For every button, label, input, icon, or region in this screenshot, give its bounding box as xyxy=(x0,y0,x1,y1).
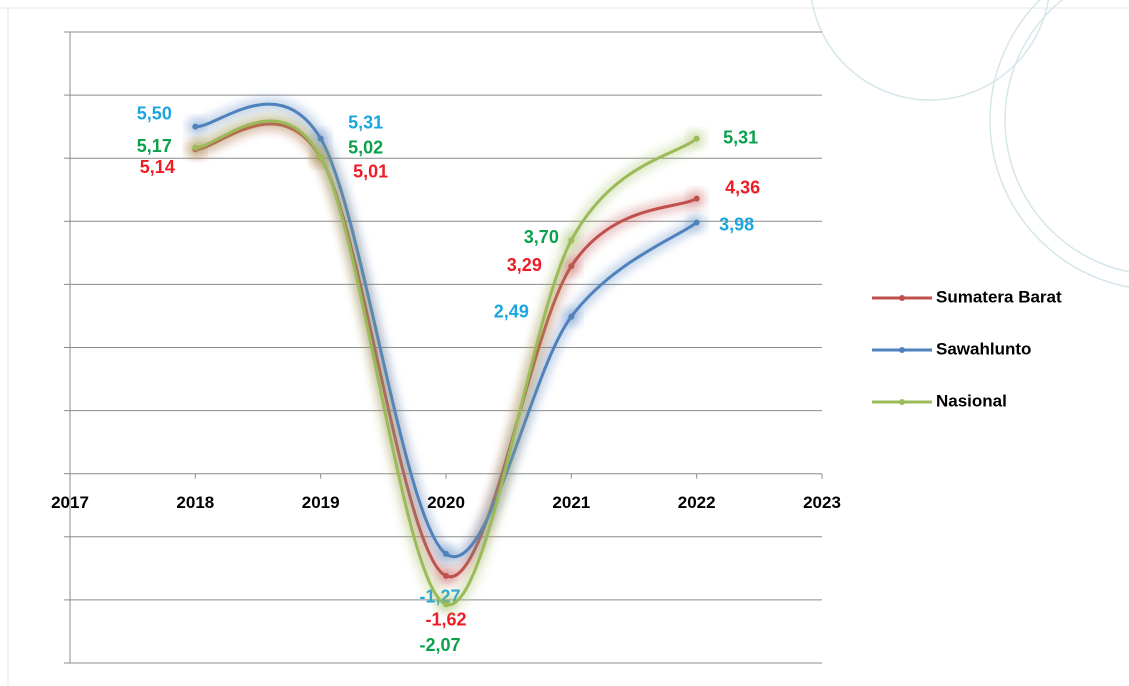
legend-marker xyxy=(899,295,905,301)
point xyxy=(443,572,449,579)
x-tick-label: 2021 xyxy=(552,493,590,512)
point xyxy=(693,195,700,202)
data-label: 4,36 xyxy=(725,177,760,197)
point xyxy=(693,219,700,226)
data-label: 5,17 xyxy=(137,136,172,156)
x-tick-label: 2023 xyxy=(803,493,841,512)
point xyxy=(192,123,199,130)
data-label: 3,98 xyxy=(719,214,754,234)
point xyxy=(443,550,449,557)
legend-label: Nasional xyxy=(936,391,1007,410)
data-label: -1,62 xyxy=(425,610,466,630)
legend-marker xyxy=(899,347,905,353)
point xyxy=(568,263,575,270)
point xyxy=(317,153,324,160)
data-label: 5,31 xyxy=(348,112,383,132)
data-label: 3,29 xyxy=(507,255,542,275)
data-label: 5,31 xyxy=(723,127,758,147)
data-label: 5,50 xyxy=(137,103,172,123)
decoration xyxy=(810,0,1050,101)
x-tick-label: 2022 xyxy=(678,493,716,512)
point xyxy=(693,135,700,142)
legend-label: Sawahlunto xyxy=(936,339,1031,358)
data-label: -2,07 xyxy=(419,635,460,655)
data-label: 5,01 xyxy=(353,161,388,181)
point xyxy=(443,601,449,608)
point xyxy=(568,313,575,320)
data-label: 5,14 xyxy=(140,157,175,177)
x-tick-label: 2017 xyxy=(51,493,89,512)
point xyxy=(568,237,575,244)
data-label: 2,49 xyxy=(494,301,529,321)
legend-label: Sumatera Barat xyxy=(936,287,1062,306)
point xyxy=(317,135,324,142)
point xyxy=(192,144,199,151)
data-label: 3,70 xyxy=(524,227,559,247)
decoration xyxy=(989,0,1129,288)
legend-marker xyxy=(899,399,905,405)
x-tick-label: 2018 xyxy=(176,493,214,512)
x-tick-label: 2020 xyxy=(427,493,465,512)
data-label: 5,02 xyxy=(348,138,383,158)
x-tick-label: 2019 xyxy=(302,493,340,512)
decoration xyxy=(1004,0,1129,273)
